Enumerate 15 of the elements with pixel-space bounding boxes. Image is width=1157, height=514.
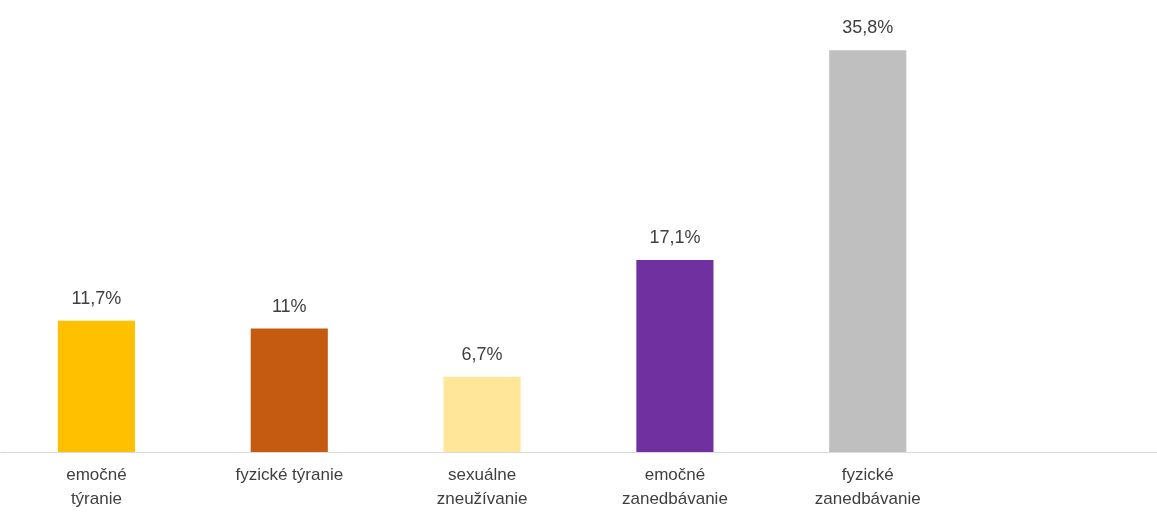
x-tick-label: fyzické zanedbávanie xyxy=(814,464,921,508)
data-label: 11% xyxy=(271,295,307,316)
bar xyxy=(829,50,907,452)
data-label: 17,1% xyxy=(649,227,701,248)
bar xyxy=(443,376,521,452)
x-tick-label: sexuálne zneužívanie xyxy=(436,464,528,508)
bar xyxy=(57,320,135,452)
x-tick-label: emočné zanedbávanie xyxy=(621,464,728,508)
data-label: 11,7% xyxy=(71,287,122,308)
x-tick-label: emočné týranie xyxy=(66,464,127,508)
bar xyxy=(250,328,328,452)
data-label: 6,7% xyxy=(461,343,503,364)
x-tick-label: fyzické týranie xyxy=(235,464,344,484)
bar xyxy=(636,260,714,452)
data-label: 35,8% xyxy=(842,17,894,38)
